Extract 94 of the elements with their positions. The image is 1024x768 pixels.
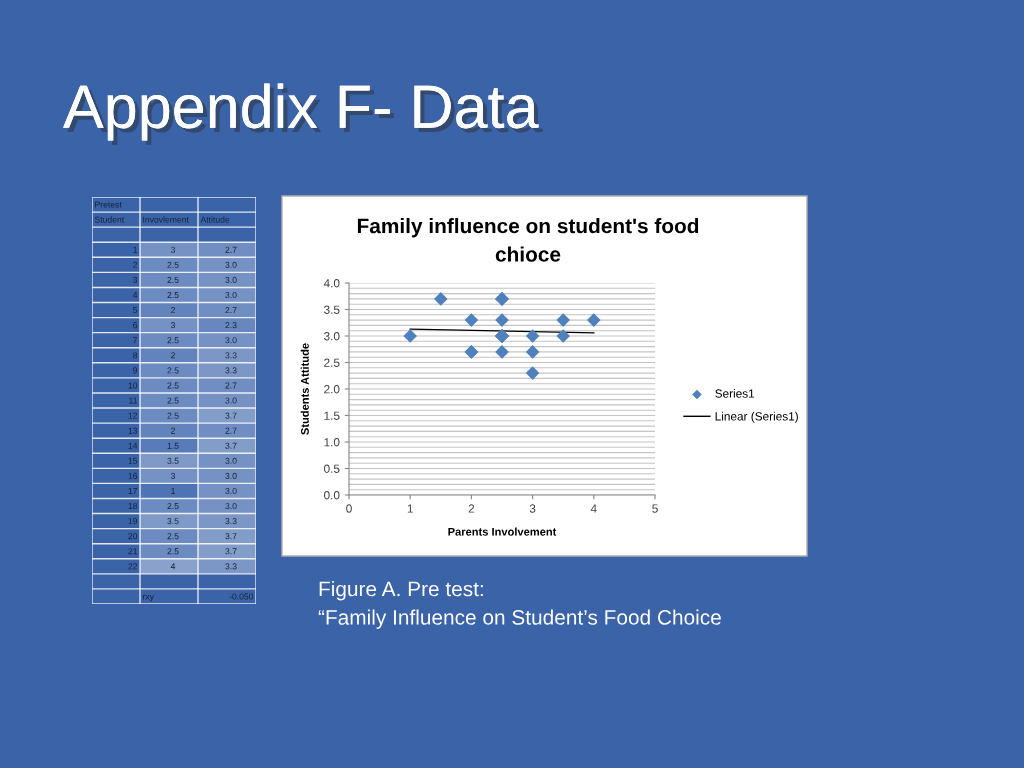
y-tick-label: 12 — [128, 412, 138, 419]
data-label: 2 — [171, 352, 175, 359]
y-tick-label: 2.0 — [324, 385, 340, 394]
x-tick-label: Attitude — [200, 216, 230, 223]
y-tick-label: 4 — [132, 292, 138, 298]
y-tick-label: 18 — [128, 502, 138, 510]
data-label: 4 — [170, 563, 176, 570]
data-label: 3.0 — [225, 457, 237, 464]
data-label: 2.5 — [167, 548, 179, 555]
y-tick-label: 2.5 — [324, 358, 340, 367]
legend-label: Series1 — [715, 389, 755, 398]
y-tick-label: 3 — [133, 276, 138, 283]
data-label: 3.7 — [225, 412, 237, 419]
data-label: 3.3 — [225, 367, 237, 374]
y-tick-label: 3.5 — [324, 305, 340, 314]
y-tick-label: 2 — [133, 261, 138, 268]
y-tick-label: 8 — [133, 352, 138, 359]
x-axis-title: Parents Involvement — [448, 527, 557, 536]
data-label: 2.5 — [167, 382, 179, 389]
y-tick-label: 22 — [128, 563, 138, 570]
data-label: 3.7 — [225, 442, 237, 449]
data-label: 2.5 — [167, 337, 179, 344]
data-label: 1.5 — [167, 442, 179, 449]
y-tick-label: 16 — [128, 472, 138, 479]
text: rxy — [143, 594, 154, 602]
text: Appendix F- Data — [63, 83, 543, 145]
y-tick-label: 1.0 — [324, 438, 340, 447]
data-label: 2.5 — [167, 533, 179, 540]
y-axis-title: Students Attitude — [300, 343, 309, 435]
text: Figure A. Pre test: “Family Influence on Student’s Food Choice — [318, 581, 721, 629]
data-label: 3.0 — [225, 261, 237, 268]
x-tick-label: 5 — [652, 504, 658, 513]
data-label: 3.7 — [225, 533, 237, 540]
x-tick-label: 0 — [346, 504, 352, 513]
data-label: 2.5 — [167, 397, 179, 404]
data-label: 2.5 — [167, 412, 179, 419]
y-tick-label: 1.5 — [324, 411, 340, 420]
chart-title: Family influence on student's food chioce — [357, 218, 699, 262]
x-tick-label: 2 — [468, 504, 475, 513]
data-label: 2.3 — [225, 322, 237, 329]
data-label: 2.7 — [225, 427, 237, 434]
y-tick-label: 11 — [129, 397, 138, 404]
chart-title: Pretest — [95, 201, 122, 208]
data-label: 3.3 — [225, 563, 237, 570]
y-tick-label: 20 — [128, 533, 138, 540]
data-label: 2.7 — [225, 307, 237, 314]
data-label: 3 — [170, 246, 176, 253]
data-label: 3.0 — [225, 337, 237, 344]
data-label: 3.0 — [225, 397, 237, 404]
data-label: 2.5 — [167, 276, 179, 283]
x-tick-label: 1 — [407, 504, 413, 513]
data-label: 3.3 — [225, 352, 237, 359]
data-label: 2 — [171, 427, 175, 434]
data-label: 2.5 — [167, 261, 179, 268]
y-tick-label: 7 — [133, 337, 138, 344]
data-label: 2.5 — [167, 367, 179, 374]
data-label: 1 — [171, 488, 175, 494]
y-tick-label: 1 — [133, 246, 138, 253]
data-label: 3.5 — [167, 457, 179, 464]
data-label: 3.0 — [225, 291, 237, 299]
y-tick-label: 6 — [133, 322, 138, 329]
data-label: 3.0 — [225, 502, 237, 510]
y-tick-label: 0.5 — [324, 464, 340, 473]
data-label: 3.3 — [225, 518, 237, 525]
y-tick-label: 5 — [133, 307, 138, 314]
y-tick-label: 14 — [128, 442, 138, 449]
y-tick-label: 10 — [128, 382, 138, 389]
y-tick-label: 3.0 — [324, 332, 340, 341]
text: -0.050 — [229, 593, 254, 600]
x-tick-label: 3 — [529, 504, 536, 513]
y-tick-label: 15 — [128, 457, 138, 464]
y-tick-label: 21 — [128, 548, 138, 555]
data-label: 3.5 — [167, 518, 179, 525]
y-tick-label: 4.0 — [323, 279, 340, 288]
data-label: 2 — [171, 307, 175, 314]
y-axis-title: Student — [94, 216, 125, 223]
y-tick-label: 9 — [133, 367, 138, 374]
data-label: 2.7 — [225, 246, 237, 253]
y-tick-label: 13 — [128, 427, 138, 434]
data-label: 2.7 — [225, 382, 237, 389]
y-tick-label: 17 — [128, 488, 138, 494]
y-tick-label: 0.0 — [324, 491, 340, 500]
data-label: 3.0 — [225, 472, 237, 479]
data-label: 3 — [170, 472, 176, 479]
data-label: 2.5 — [167, 502, 179, 510]
data-label: 3 — [170, 322, 176, 329]
legend-label: Linear (Series1) — [715, 411, 798, 423]
data-label: 3.0 — [225, 276, 237, 283]
x-tick-label: 4 — [590, 504, 597, 513]
data-label: 2.5 — [167, 291, 179, 299]
data-label: 3.7 — [225, 548, 237, 555]
data-label: 3.0 — [225, 487, 237, 495]
x-tick-label: Invovlement — [143, 216, 189, 223]
y-tick-label: 19 — [128, 518, 138, 525]
